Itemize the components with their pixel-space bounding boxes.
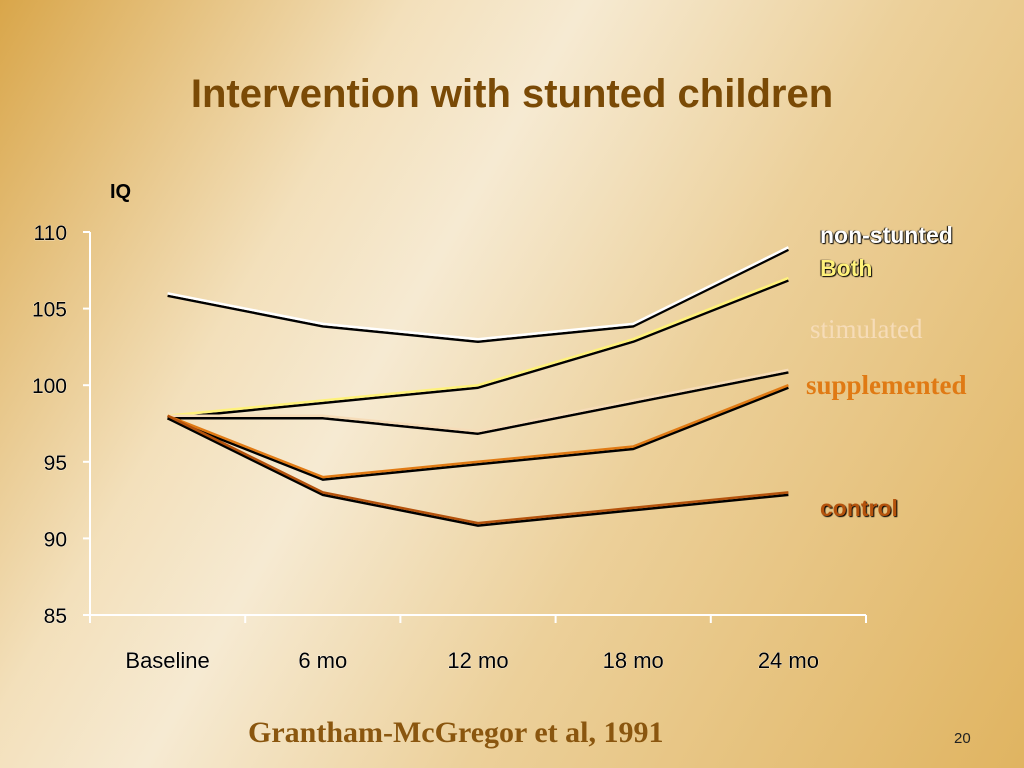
citation: Grantham-McGregor et al, 1991 (248, 716, 664, 749)
y-tick-label: 110 (34, 222, 67, 245)
series-line-shadow (167, 371, 789, 435)
x-tick-label: 24 mo (758, 648, 819, 673)
series-control (167, 414, 789, 527)
series-line (167, 384, 789, 479)
legend-both: Both (820, 255, 873, 281)
legend-control: control (820, 495, 898, 521)
series-line-shadow (167, 386, 789, 481)
y-tick-label: 90 (44, 528, 67, 551)
x-tick-label: Baseline (125, 648, 209, 673)
series-line-shadow (167, 279, 789, 420)
series-both (167, 276, 789, 420)
y-axis-label: IQ (110, 181, 131, 203)
legend-supplemented: supplemented (806, 370, 967, 400)
slide-title: Intervention with stunted children (190, 72, 834, 116)
y-tick-label: 85 (44, 605, 67, 628)
series-supplemented (167, 384, 789, 481)
y-tick-label: 95 (44, 452, 67, 475)
series-line (167, 276, 789, 418)
series-line-shadow (167, 417, 789, 527)
series-line (167, 368, 789, 433)
x-tick-label: 12 mo (447, 648, 508, 673)
series-line (167, 246, 789, 341)
series-line-shadow (167, 248, 789, 343)
y-tick-label: 100 (32, 375, 67, 398)
y-tick-label: 105 (32, 299, 67, 322)
series-stimulated (167, 368, 789, 435)
legend-stimulated: stimulated (810, 314, 923, 344)
x-tick-label: 6 mo (298, 648, 347, 673)
series-non-stunted (167, 246, 789, 343)
x-tick-label: 18 mo (603, 648, 664, 673)
series-line (167, 414, 789, 525)
legend-non-stunted: non-stunted (820, 222, 953, 248)
page-number: 20 (954, 730, 971, 747)
